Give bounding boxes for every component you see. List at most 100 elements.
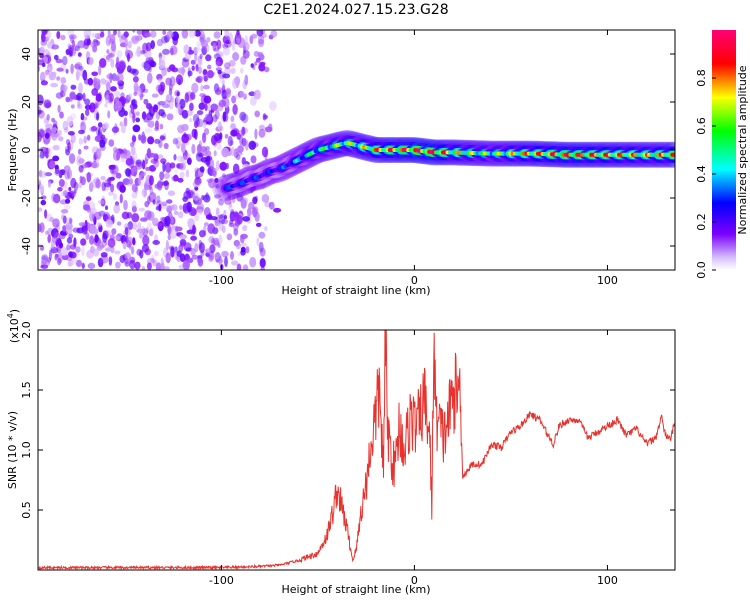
- noise-blob: [40, 80, 49, 86]
- noise-blob: [179, 171, 185, 179]
- noise-blob: [58, 242, 64, 249]
- noise-blob: [63, 165, 71, 172]
- noise-blob: [203, 194, 211, 203]
- noise-blob: [203, 84, 210, 90]
- noise-blob: [40, 264, 49, 269]
- noise-blob: [204, 155, 213, 161]
- noise-blob: [131, 213, 140, 223]
- noise-blob: [108, 38, 116, 45]
- noise-blob: [52, 218, 60, 228]
- noise-blob: [196, 41, 201, 50]
- noise-blob: [198, 242, 205, 254]
- noise-blob: [60, 209, 69, 214]
- noise-blob: [178, 211, 184, 219]
- noise-blob: [235, 242, 241, 250]
- noise-blob: [45, 123, 53, 129]
- noise-blob: [147, 72, 153, 84]
- noise-blob: [162, 161, 166, 173]
- noise-blob: [131, 191, 138, 199]
- snr-series-line: [38, 330, 675, 570]
- noise-blob: [56, 76, 61, 81]
- noise-blob: [166, 205, 173, 213]
- noise-blob: [141, 244, 150, 253]
- noise-blob: [261, 146, 269, 158]
- noise-blob: [110, 43, 117, 55]
- noise-blob: [194, 178, 201, 185]
- noise-blob: [250, 155, 257, 164]
- noise-blob: [258, 38, 265, 48]
- noise-blob: [44, 230, 49, 235]
- noise-blob: [59, 111, 64, 119]
- noise-blob: [221, 173, 226, 178]
- noise-blob: [99, 139, 106, 148]
- noise-blob: [184, 53, 192, 60]
- noise-blob: [158, 109, 165, 117]
- noise-blob: [134, 50, 142, 57]
- noise-blob: [139, 50, 146, 55]
- noise-blob: [47, 180, 52, 188]
- noise-blob: [50, 82, 58, 88]
- noise-blob: [109, 166, 115, 174]
- noise-blob: [223, 209, 227, 216]
- noise-blob: [176, 163, 181, 169]
- noise-blob: [190, 247, 196, 257]
- noise-blob: [170, 96, 175, 103]
- noise-blob: [162, 201, 167, 207]
- noise-blob: [207, 102, 211, 112]
- noise-blob: [149, 186, 154, 195]
- noise-blob: [107, 110, 111, 119]
- noise-blob: [158, 59, 166, 70]
- noise-blob: [124, 38, 128, 49]
- noise-blob: [218, 198, 224, 206]
- noise-blob: [204, 103, 208, 112]
- noise-blob: [162, 181, 170, 186]
- noise-blob: [165, 94, 172, 101]
- noise-blob: [269, 101, 277, 111]
- noise-blob: [60, 247, 69, 256]
- noise-blob: [124, 252, 131, 261]
- noise-blob: [191, 143, 196, 155]
- noise-blob: [124, 261, 130, 267]
- noise-blob: [148, 175, 154, 186]
- noise-blob: [45, 102, 52, 108]
- noise-blob: [57, 257, 62, 266]
- noise-blob: [215, 60, 221, 68]
- noise-blob: [93, 248, 100, 257]
- noise-blob: [76, 92, 84, 101]
- noise-blob: [57, 129, 62, 136]
- noise-blob: [80, 238, 87, 246]
- noise-blob: [231, 193, 236, 204]
- noise-blob: [159, 123, 164, 130]
- noise-blob: [131, 98, 138, 108]
- noise-blob: [201, 45, 207, 56]
- noise-blob: [48, 250, 52, 261]
- noise-blob: [167, 233, 171, 241]
- noise-blob: [214, 89, 222, 95]
- noise-blob: [70, 104, 75, 109]
- noise-blob: [203, 230, 207, 237]
- noise-blob: [175, 136, 184, 147]
- noise-blob: [179, 98, 186, 109]
- noise-blob: [215, 51, 224, 58]
- noise-blob: [58, 232, 66, 240]
- noise-blob: [131, 205, 137, 213]
- noise-blob: [61, 214, 65, 221]
- noise-blob: [221, 79, 225, 85]
- noise-blob: [113, 30, 117, 36]
- noise-blob: [134, 177, 142, 186]
- noise-blob: [96, 240, 104, 252]
- noise-blob: [118, 61, 126, 72]
- noise-blob: [168, 83, 173, 91]
- noise-blob: [182, 196, 188, 203]
- noise-blob: [65, 148, 70, 156]
- noise-blob: [133, 91, 138, 96]
- noise-blob: [110, 58, 115, 68]
- noise-blob: [242, 80, 247, 90]
- noise-blob: [127, 221, 134, 230]
- noise-blob: [57, 187, 63, 192]
- noise-blob: [174, 169, 178, 174]
- noise-blob: [270, 30, 278, 38]
- noise-blob: [47, 41, 53, 49]
- noise-blob: [75, 246, 81, 253]
- noise-blob: [105, 219, 114, 228]
